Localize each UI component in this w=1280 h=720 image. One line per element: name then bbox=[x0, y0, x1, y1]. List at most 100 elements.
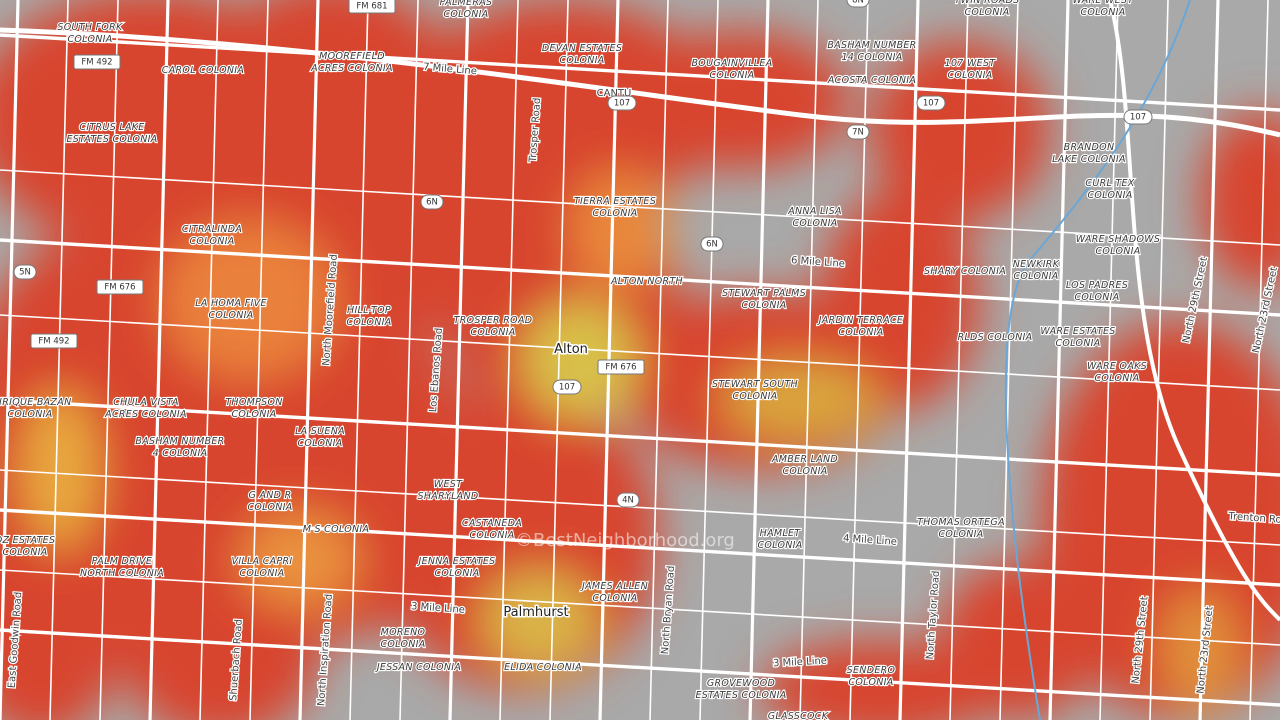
place-label: CITRALINDA bbox=[182, 224, 242, 235]
road-label: 4 Mile Line bbox=[843, 533, 898, 548]
heat-blob bbox=[20, 390, 100, 550]
place-label: CITRUS LAKE bbox=[79, 122, 144, 133]
place-label: ENRIQUE BAZAN bbox=[0, 397, 72, 408]
place-label: COLONIA bbox=[443, 9, 488, 20]
road bbox=[0, 469, 1280, 546]
place-label: JESSAN COLONIA bbox=[375, 662, 461, 673]
place-label: THOMPSON bbox=[225, 397, 282, 408]
place-label: GLASSCOCK bbox=[768, 711, 829, 720]
place-label: COLONIA bbox=[346, 317, 391, 328]
place-label: ESTATES COLONIA bbox=[695, 690, 786, 701]
road bbox=[199, 0, 219, 720]
road bbox=[799, 0, 819, 720]
place-label: WARE SHADOWS bbox=[1076, 234, 1161, 245]
route-shield-label: FM 676 bbox=[104, 283, 135, 293]
route-shield bbox=[420, 194, 444, 210]
route-shield-label: FM 492 bbox=[38, 337, 69, 347]
route-shield-label: 6N bbox=[706, 240, 718, 250]
place-label: MORENO bbox=[381, 627, 426, 638]
place-label: BRANDON bbox=[1064, 142, 1115, 153]
place-label: JARDIN TERRACE bbox=[817, 315, 904, 326]
road bbox=[0, 628, 1280, 707]
place-label: COLONIA bbox=[757, 540, 802, 551]
highway bbox=[0, 27, 1280, 138]
road bbox=[349, 0, 369, 720]
place-label: JENNA ESTATES bbox=[416, 556, 495, 567]
route-shield bbox=[616, 492, 640, 508]
road bbox=[1149, 0, 1169, 720]
place-label: OZ ESTATES bbox=[0, 535, 55, 546]
road-label: Trenton Ro bbox=[1227, 511, 1280, 526]
place-label: 107 WEST bbox=[945, 58, 997, 69]
route-shield-label: 5N bbox=[19, 268, 31, 278]
place-label: ANNA LISA bbox=[787, 206, 842, 217]
route-shield-label: FM 681 bbox=[356, 2, 387, 12]
place-label: COLONIA bbox=[592, 208, 637, 219]
town-label: Palmhurst bbox=[503, 605, 568, 620]
place-label: TROSPER ROAD bbox=[454, 315, 533, 326]
route-shield bbox=[607, 95, 637, 111]
place-label: ALTON NORTH bbox=[610, 276, 683, 287]
heat-blob bbox=[570, 170, 670, 290]
place-label: COLONIA bbox=[1094, 373, 1139, 384]
place-label: PALM DRIVE bbox=[92, 556, 152, 567]
heat-blob bbox=[820, 190, 980, 410]
route-shield-label: 8N bbox=[852, 0, 864, 6]
place-label: COLONIA bbox=[1087, 190, 1132, 201]
place-label: COLONIA bbox=[947, 70, 992, 81]
place-label: SOUTH FORK bbox=[57, 22, 123, 33]
route-shield-label: 107 bbox=[923, 99, 939, 109]
place-label: WEST bbox=[434, 479, 463, 490]
road bbox=[0, 0, 20, 720]
place-label: HAMLET bbox=[760, 528, 802, 539]
road bbox=[0, 169, 1280, 246]
place-label: COLONIA bbox=[592, 593, 637, 604]
route-shield-label: 107 bbox=[1130, 113, 1146, 123]
road bbox=[0, 238, 1280, 317]
heat-blob bbox=[400, 0, 720, 220]
place-label: COLONIA bbox=[741, 300, 786, 311]
place-label: COLONIA bbox=[792, 218, 837, 229]
place-label: LA SUENA bbox=[295, 426, 345, 437]
place-label: STEWART PALMS bbox=[722, 288, 806, 299]
road bbox=[298, 0, 320, 720]
road bbox=[1048, 0, 1070, 720]
place-label: SENDERO bbox=[847, 665, 896, 676]
place-label: CASTANEDA bbox=[462, 518, 522, 529]
place-label: COLONIA bbox=[470, 327, 515, 338]
route-shield bbox=[916, 95, 946, 111]
place-label: COLONIA bbox=[964, 7, 1009, 18]
route-shield bbox=[13, 264, 37, 280]
road-label: 3 Mile Line bbox=[411, 601, 466, 616]
place-label: 4 COLONIA bbox=[153, 448, 208, 459]
route-shield bbox=[552, 379, 582, 395]
road-label: 6 Mile Line bbox=[791, 255, 846, 270]
place-label: COLONIA bbox=[1074, 292, 1119, 303]
heat-blob bbox=[630, 30, 850, 170]
road bbox=[0, 33, 1280, 112]
route-shield bbox=[1123, 109, 1153, 125]
place-label: LAKE COLONIA bbox=[1052, 154, 1126, 165]
place-label: LA HOMA FIVE bbox=[195, 298, 267, 309]
highway bbox=[1108, 0, 1280, 622]
place-label: GROVEWOOD bbox=[707, 678, 775, 689]
place-label: COLONIA bbox=[380, 639, 425, 650]
place-label: COLONIA bbox=[1013, 271, 1058, 282]
route-shield-label: 107 bbox=[614, 99, 630, 109]
place-label: COLONIA bbox=[938, 529, 983, 540]
place-label: PALMERAS bbox=[440, 0, 493, 8]
route-shield bbox=[846, 124, 870, 140]
place-label: COLONIA bbox=[247, 502, 292, 513]
road bbox=[0, 398, 1280, 477]
road bbox=[49, 0, 69, 720]
place-label: COLONIA bbox=[848, 677, 893, 688]
place-label: TIERRA ESTATES bbox=[574, 196, 656, 207]
place-label: BASHAM NUMBER bbox=[135, 436, 224, 447]
route-shield bbox=[96, 279, 144, 295]
place-label: COLONIA bbox=[208, 310, 253, 321]
heat-blob bbox=[480, 570, 600, 670]
route-shield bbox=[348, 0, 396, 14]
